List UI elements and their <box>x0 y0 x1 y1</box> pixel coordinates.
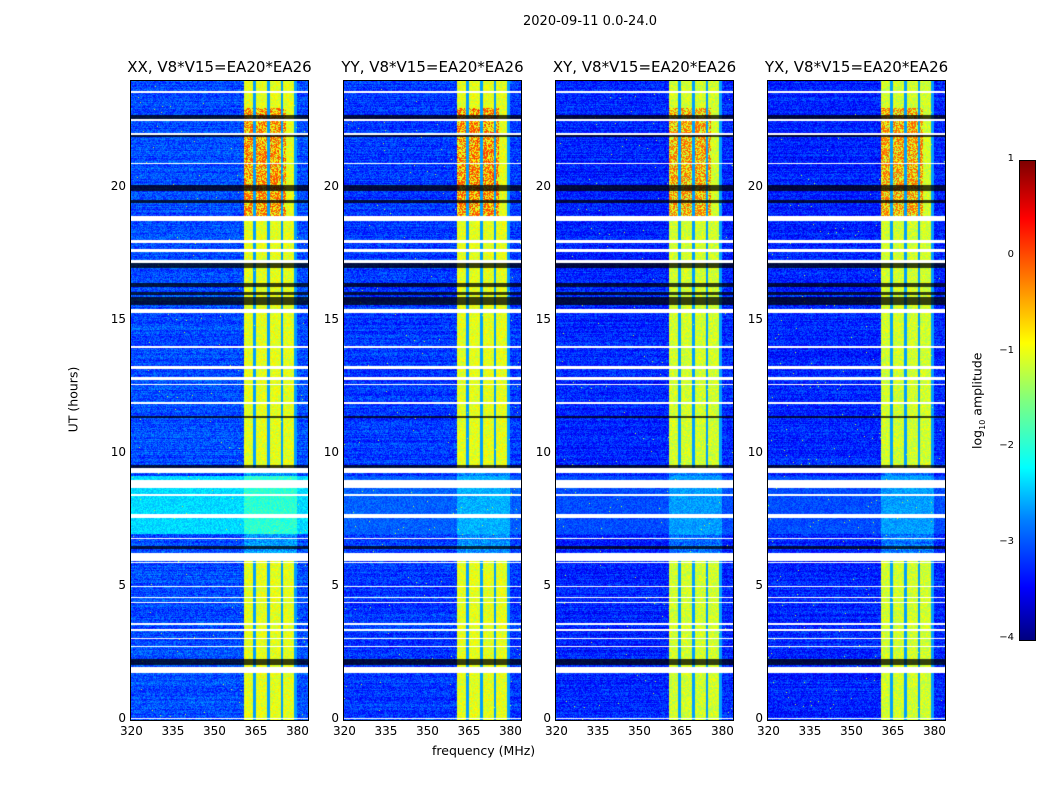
x-tick-label: 350 <box>202 724 226 738</box>
panel-title: YX, V8*V15=EA20*EA26 <box>764 58 949 76</box>
x-tick-label: 365 <box>881 724 905 738</box>
y-axis-label: UT (hours) <box>65 366 81 433</box>
y-tick-label: 0 <box>331 711 339 725</box>
x-tick-label: 335 <box>798 724 822 738</box>
colorbar-tick-label: 1 <box>1007 153 1014 164</box>
y-tick-label: 15 <box>535 311 551 326</box>
colorbar-label: log10 amplitude <box>969 352 987 449</box>
y-tick-label: 20 <box>110 178 126 193</box>
colorbar-tick-label: −1 <box>999 344 1014 356</box>
y-tick-label: 0 <box>118 711 126 725</box>
x-tick-label: 320 <box>333 724 356 738</box>
y-tick-label: 5 <box>118 577 126 592</box>
colorbar-tick-label: −4 <box>999 632 1014 643</box>
y-tick-label: 10 <box>535 444 551 459</box>
y-tick-label: 20 <box>323 178 339 193</box>
x-tick-label: 380 <box>285 724 309 738</box>
waterfall-heatmap <box>344 81 521 720</box>
y-tick-label: 10 <box>323 444 339 459</box>
x-tick-label: 350 <box>415 724 439 738</box>
colorbar <box>1019 160 1036 641</box>
y-tick-label: 15 <box>323 311 339 326</box>
x-tick-label: 380 <box>922 724 946 738</box>
y-tick-label: 5 <box>331 577 339 592</box>
colorbar-tick-label: −2 <box>999 440 1014 452</box>
panel-title: XX, V8*V15=EA20*EA26 <box>127 58 312 76</box>
y-tick-label: 5 <box>543 577 551 592</box>
y-tick-label: 5 <box>755 577 763 592</box>
x-tick-label: 365 <box>457 724 481 738</box>
figure-title: 2020-09-11 0.0-24.0 <box>523 14 657 29</box>
waterfall-panel <box>130 80 309 721</box>
y-tick-label: 20 <box>535 178 551 193</box>
y-tick-label: 0 <box>543 711 551 725</box>
panel-title: XY, V8*V15=EA20*EA26 <box>552 58 737 76</box>
colorbar-tick-label: −3 <box>999 536 1014 548</box>
y-tick-label: 20 <box>747 178 763 193</box>
x-tick-label: 365 <box>244 724 268 738</box>
x-tick-label: 335 <box>586 724 610 738</box>
y-tick-label: 0 <box>755 711 763 725</box>
waterfall-heatmap <box>556 81 733 720</box>
x-tick-label: 380 <box>710 724 734 738</box>
waterfall-panel <box>767 80 946 721</box>
waterfall-heatmap <box>768 81 945 720</box>
waterfall-heatmap <box>131 81 308 720</box>
y-tick-label: 15 <box>110 311 126 326</box>
y-tick-label: 15 <box>747 311 763 326</box>
x-tick-label: 320 <box>757 724 780 738</box>
x-tick-label: 350 <box>839 724 863 738</box>
x-tick-label: 335 <box>161 724 185 738</box>
y-tick-label: 10 <box>747 444 763 459</box>
x-tick-label: 350 <box>627 724 651 738</box>
x-tick-label: 320 <box>545 724 568 738</box>
x-tick-label: 380 <box>498 724 522 738</box>
waterfall-panel <box>555 80 734 721</box>
y-tick-label: 10 <box>110 444 126 459</box>
x-tick-label: 365 <box>669 724 693 738</box>
x-tick-label: 335 <box>374 724 398 738</box>
x-tick-label: 320 <box>120 724 143 738</box>
x-axis-label: frequency (MHz) <box>432 743 536 758</box>
waterfall-panel <box>343 80 522 721</box>
colorbar-tick-label: 0 <box>1007 248 1014 260</box>
panel-title: YY, V8*V15=EA20*EA26 <box>341 58 524 76</box>
